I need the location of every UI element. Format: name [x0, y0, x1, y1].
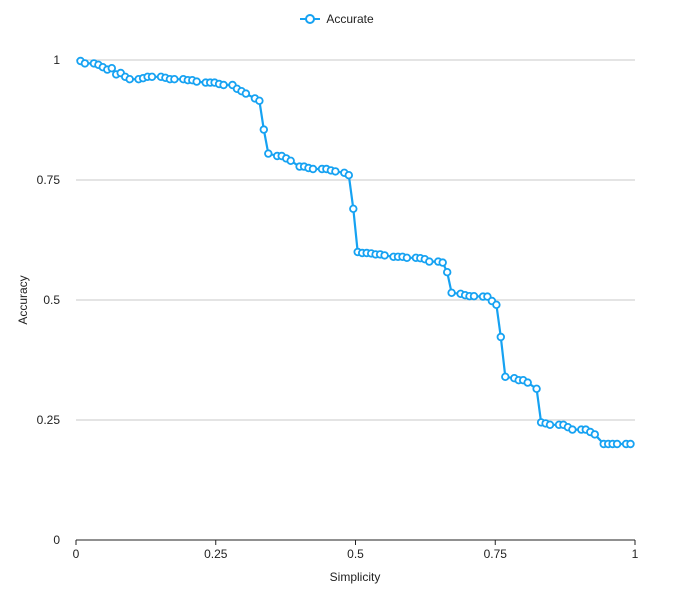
legend-marker-icon — [300, 14, 321, 24]
data-point — [125, 74, 134, 84]
data-point — [170, 74, 179, 84]
data-point — [192, 77, 201, 86]
axis-labels: Simplicity Accuracy — [16, 275, 380, 584]
x-axis-label: Simplicity — [330, 570, 381, 584]
data-point — [545, 420, 555, 429]
legend: Accurate — [0, 12, 674, 26]
data-point — [492, 300, 501, 309]
data-point — [532, 384, 541, 393]
data-point — [443, 268, 452, 277]
y-tick-label: 0.25 — [37, 413, 61, 427]
data-point — [380, 251, 389, 260]
data-point — [496, 332, 505, 342]
y-axis-label: Accuracy — [16, 275, 30, 324]
data-point — [219, 80, 228, 90]
y-tick-label: 0.5 — [43, 293, 60, 307]
data-point — [612, 439, 622, 449]
y-tick-label: 1 — [53, 53, 60, 67]
data-point — [425, 257, 434, 266]
data-point — [80, 59, 90, 68]
x-tick-label: 0.75 — [484, 547, 508, 561]
legend-label: Accurate — [326, 12, 374, 26]
data-point — [241, 89, 251, 98]
data-point — [255, 96, 264, 105]
data-point — [402, 253, 412, 262]
data-point — [107, 63, 116, 73]
data-point — [523, 378, 532, 387]
y-tick-label: 0 — [53, 533, 60, 547]
x-tick-label: 1 — [632, 547, 639, 561]
y-tick-label: 0.75 — [37, 173, 61, 187]
tick-labels: 0 0.25 0.5 0.75 1 0 0.25 0.5 0.75 1 — [37, 53, 639, 561]
data-point — [259, 125, 268, 134]
data-point — [264, 149, 273, 158]
data-point — [469, 292, 479, 301]
data-point — [349, 204, 358, 213]
data-point — [308, 164, 318, 174]
data-point — [626, 439, 635, 449]
data-point — [590, 430, 599, 439]
data-point — [147, 72, 157, 81]
data-point — [568, 425, 577, 434]
data-point — [286, 156, 295, 165]
data-point — [438, 258, 447, 267]
data-point — [344, 170, 353, 180]
x-tick-label: 0.25 — [204, 547, 228, 561]
series-points — [76, 56, 635, 449]
x-tick-label: 0.5 — [347, 547, 364, 561]
data-point — [501, 372, 510, 381]
axes — [75, 539, 636, 545]
data-point — [331, 167, 340, 176]
data-point — [447, 288, 456, 297]
x-tick-label: 0 — [73, 547, 80, 561]
